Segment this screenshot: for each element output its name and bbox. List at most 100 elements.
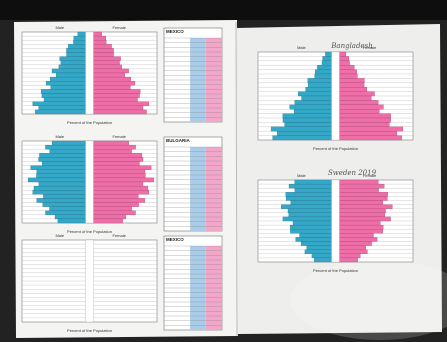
male-bar [285,192,332,197]
male-bar [66,52,86,57]
male-bar [305,87,332,92]
female-bar [339,229,383,234]
male-bar [58,64,86,70]
male-bar [77,31,86,37]
male-bar [59,56,86,61]
male-bar [38,181,86,187]
female-bar [339,65,355,70]
female-bar [93,144,136,150]
male-bar [55,72,86,78]
male-bar [325,51,332,57]
female-bar [339,245,366,250]
female-bar [93,161,140,166]
sheet-fold [235,21,238,337]
male-bar [30,165,86,170]
handwritten-title: Sweden 2019 [328,169,377,177]
female-bar [339,253,361,259]
female-bar [93,210,136,215]
age-column [331,179,340,263]
male-bar [33,185,86,191]
female-bar [339,237,378,242]
female-bar [93,105,144,111]
female-bar [339,216,391,222]
male-label: Male [55,25,64,30]
male-bar [36,169,86,174]
female-label: Female [363,173,377,178]
female-bar [339,233,374,238]
female-bar [339,95,372,101]
male-bar [41,93,86,98]
male-bar [28,177,86,183]
male-bar [298,91,332,97]
female-bar [339,56,350,61]
female-bar [339,122,390,127]
female-bar [93,89,141,94]
female-bar [93,60,120,65]
handwritten-title: Bangladesh [330,42,372,50]
male-bar [314,257,332,263]
female-bar [93,218,123,224]
female-bar [93,101,150,106]
male-bar [293,109,332,114]
female-bar [339,69,357,75]
female-bar [339,220,381,226]
female-bar [93,194,139,199]
male-bar [307,78,332,83]
female-bar [339,204,393,209]
female-label: Female [113,134,127,139]
male-bar [43,194,86,199]
male-bar [294,179,332,185]
female-bar [93,165,152,170]
female-bar [339,51,347,57]
female-bar [93,72,125,78]
female-bar [339,196,388,201]
female-bar [339,87,368,92]
female-bar [93,173,146,179]
female-bar [339,113,391,119]
female-bar [93,206,132,211]
male-bar [60,60,86,65]
male-bar [292,220,332,226]
male-bar [66,48,86,53]
female-bar [339,82,365,88]
male-bar [284,122,332,127]
female-bar [93,149,132,154]
female-bar [93,177,154,183]
female-bar [339,183,385,189]
male-bar [287,208,332,213]
female-bar [93,35,107,41]
axis-title: Percent of the Population [67,328,112,333]
male-label: Male [55,233,64,238]
male-bar [36,198,86,203]
female-bar [339,224,384,230]
female-bar [93,109,147,115]
female-bar [93,181,144,187]
female-label: Female [363,45,377,50]
female-bar [339,188,379,193]
male-bar [272,135,332,141]
age-column [85,140,94,224]
male-bar [281,204,332,209]
female-bar [339,100,379,105]
female-bar [339,192,388,197]
male-bar [32,101,86,106]
male-bar [282,216,332,222]
female-bar [339,117,391,123]
male-bar [51,140,86,146]
background-shadow [0,0,447,20]
female-bar [93,44,112,49]
male-bar [295,237,332,242]
male-bar [290,200,332,205]
male-bar [282,113,332,119]
female-bar [93,202,139,207]
female-label: Female [113,233,127,238]
male-bar [51,68,86,74]
female-bar [93,31,102,37]
male-bar [294,188,332,193]
male-bar [38,157,86,162]
male-bar [299,233,332,238]
male-bar [290,229,332,234]
female-bar [339,241,372,246]
male-bar [304,249,332,254]
